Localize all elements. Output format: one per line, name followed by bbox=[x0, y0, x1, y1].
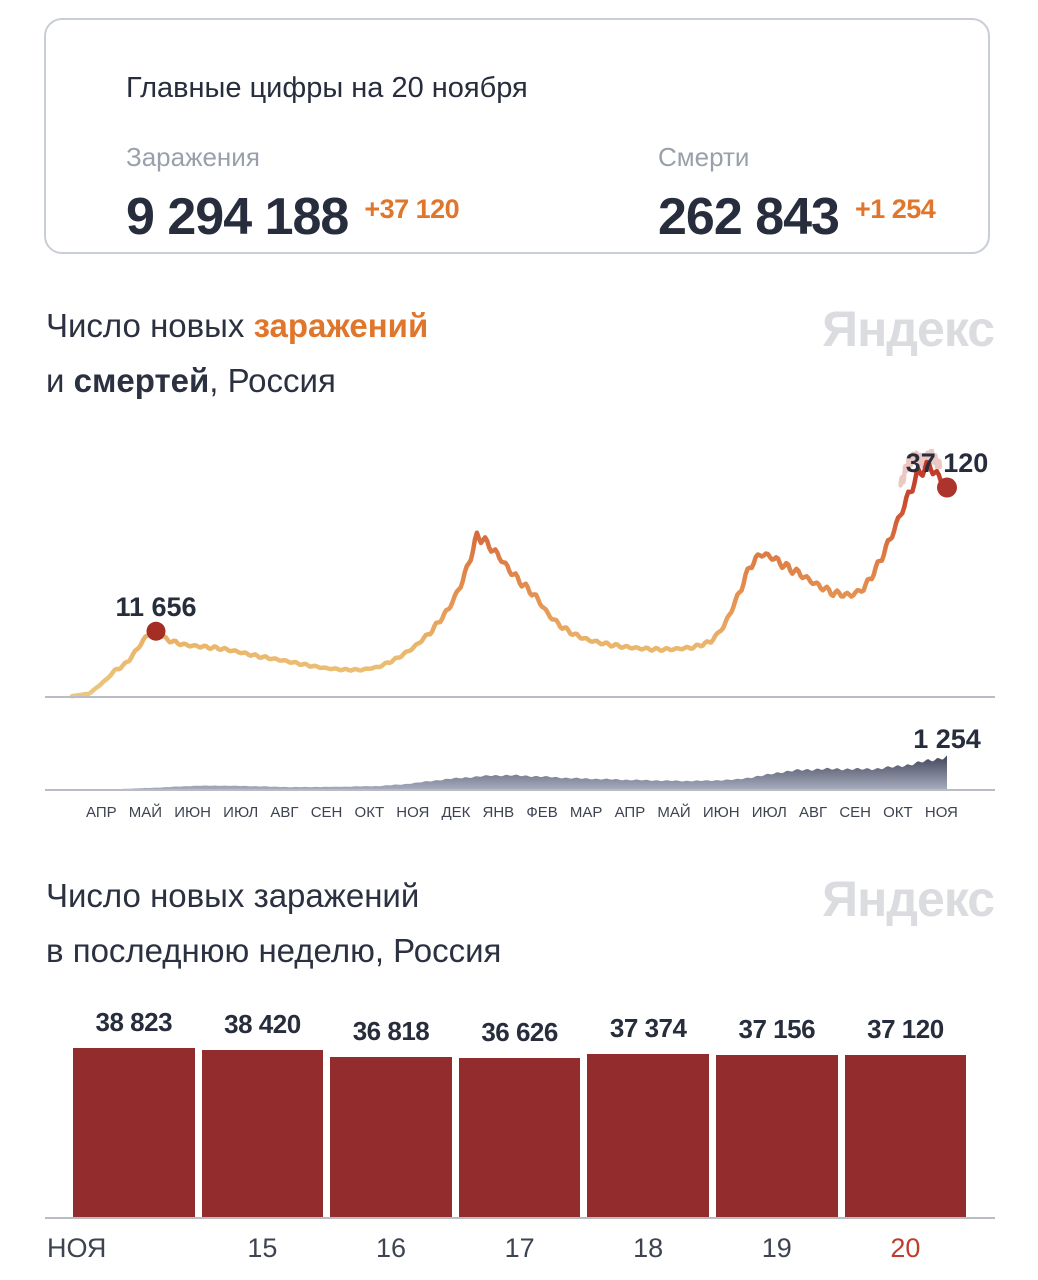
weekly-bar: 37 120 bbox=[844, 1014, 967, 1217]
bar-date-label: 16 bbox=[375, 1233, 407, 1263]
deaths-area bbox=[72, 755, 947, 790]
month-label: ИЮН bbox=[174, 804, 211, 821]
infections-word-highlight: заражений bbox=[253, 307, 429, 344]
timeline-title-line1: Число новых заражений bbox=[46, 307, 429, 344]
infections-line-chart bbox=[69, 449, 957, 699]
month-axis-labels: АПР МАЙ ИЮН ИЮЛ АВГ СЕН ОКТ НОЯ ДЕК ЯНВ ФЕВ МАР АПР М… bbox=[86, 804, 958, 821]
month-label: ЯНВ bbox=[482, 804, 515, 821]
month-label: АВГ bbox=[799, 804, 828, 821]
month-label: АПР bbox=[614, 804, 646, 821]
weekly-section-title: Число новых заражений в последнюю неделю… bbox=[46, 868, 501, 978]
deaths-label: Смерти bbox=[658, 142, 750, 172]
bar-date-label: 15 bbox=[247, 1233, 278, 1263]
summary-card-title: Главные цифры на 20 ноября bbox=[126, 72, 528, 104]
bar-date-label: НОЯ bbox=[47, 1233, 107, 1263]
month-label: ДЕК bbox=[441, 804, 471, 821]
timeline-section-title: Число новых заражений и смертей, Россия bbox=[46, 298, 428, 408]
weekly-title-line1: Число новых заражений bbox=[46, 877, 420, 914]
month-label: ИЮЛ bbox=[223, 804, 259, 821]
summary-card: Главные цифры на 20 ноября Заражения 9 2… bbox=[44, 18, 990, 254]
month-label: АПР bbox=[86, 804, 117, 821]
bar-value-label: 38 420 bbox=[224, 1009, 301, 1039]
infections-total-value: 9 294 188 bbox=[126, 188, 349, 246]
month-label: СЕН bbox=[839, 804, 871, 821]
timeline-title-line2: и смертей, Россия bbox=[46, 362, 336, 399]
month-label: ИЮЛ bbox=[751, 804, 787, 821]
infections-delta: +37 120 bbox=[364, 194, 460, 224]
infections-line bbox=[69, 459, 950, 699]
bar-date-label: 18 bbox=[633, 1233, 664, 1263]
month-label: ИЮН bbox=[702, 804, 740, 821]
deaths-word-highlight: смертей bbox=[73, 362, 210, 399]
month-label: НОЯ bbox=[396, 804, 430, 821]
forecast-ghost-line bbox=[898, 449, 943, 488]
month-label: НОЯ bbox=[924, 804, 958, 821]
latest-value-dot bbox=[937, 477, 957, 498]
month-label: ОКТ bbox=[883, 804, 913, 821]
deaths-area-chart bbox=[72, 755, 947, 790]
bar-date-label: 20 bbox=[890, 1233, 921, 1263]
bar-value-label: 36 626 bbox=[481, 1017, 558, 1047]
bar-value-label: 36 818 bbox=[352, 1016, 430, 1046]
bar-value-label: 37 156 bbox=[738, 1014, 816, 1044]
latest-infections-annotation: 37 120 bbox=[905, 448, 989, 478]
first-wave-peak-dot bbox=[146, 621, 166, 641]
bar-chart-axis-line bbox=[45, 1217, 995, 1219]
weekly-bar: 36 818 bbox=[330, 1016, 452, 1217]
latest-deaths-annotation: 1 254 bbox=[913, 724, 981, 754]
month-label: АВГ bbox=[270, 804, 299, 821]
month-label: ОКТ bbox=[354, 804, 385, 821]
month-label: МАЙ bbox=[657, 804, 691, 821]
first-wave-peak-annotation: 11 656 bbox=[115, 592, 197, 622]
deaths-axis-line bbox=[45, 789, 995, 791]
month-label: МАЙ bbox=[128, 804, 163, 821]
yandex-watermark-2: Яндекс bbox=[822, 871, 995, 927]
month-label: ФЕВ bbox=[526, 804, 558, 821]
weekly-bar-chart: 38 823 38 420 36 818 36 626 37 374 37 156 37 1… bbox=[73, 1007, 967, 1217]
yandex-watermark: Яндекс bbox=[822, 301, 995, 357]
weekly-bar: 37 374 bbox=[587, 1013, 709, 1217]
infections-axis-line bbox=[45, 696, 995, 698]
deaths-delta: +1 254 bbox=[854, 194, 936, 224]
bar-value-label: 37 120 bbox=[867, 1014, 944, 1044]
weekly-bar: 37 156 bbox=[716, 1014, 838, 1217]
deaths-stat: Смерти 262 843 +1 254 bbox=[658, 142, 936, 246]
bar-date-label: 17 bbox=[504, 1233, 535, 1263]
bar-value-label: 37 374 bbox=[609, 1013, 687, 1043]
weekly-bar: 38 420 bbox=[201, 1009, 324, 1217]
infections-stat: Заражения 9 294 188 +37 120 bbox=[126, 142, 460, 246]
bar-value-label: 38 823 bbox=[95, 1007, 173, 1037]
infections-label: Заражения bbox=[126, 142, 260, 172]
bar-date-label: 19 bbox=[761, 1233, 792, 1263]
weekly-bar: 36 626 bbox=[458, 1017, 581, 1217]
month-label: МАР bbox=[569, 804, 603, 821]
weekly-bar: 38 823 bbox=[73, 1007, 195, 1217]
month-label: СЕН bbox=[310, 804, 343, 821]
bar-date-labels: НОЯ 15 16 17 18 19 20 bbox=[45, 1233, 995, 1263]
weekly-title-line2: в последнюю неделю, Россия bbox=[46, 932, 502, 969]
deaths-total-value: 262 843 bbox=[658, 188, 840, 246]
